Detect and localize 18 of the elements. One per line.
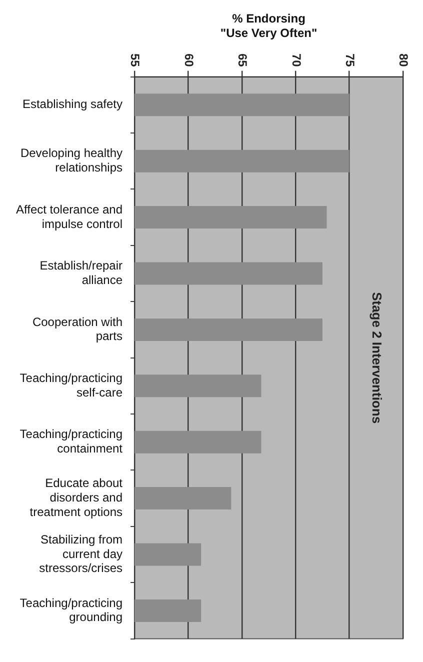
y-tick-label: Teaching/practicing self-care [20,371,123,400]
x-tick-label: 80 [396,53,411,68]
x-tick-label: 75 [342,53,357,68]
y-tick-label: Teaching/practicing containment [20,427,124,456]
y-tick-label: Cooperation with parts [32,314,123,344]
x-tick-label: 60 [182,53,196,68]
x-tick-label: 55 [128,53,142,68]
y-tick-label: Establish/repair alliance [40,258,123,288]
y-tick-label: Developing healthy relationships [20,146,123,175]
y-tick-label: Affect tolerance and impulse control [16,202,123,231]
y-tick-label: Establishing safety [22,97,123,112]
y-tick-label: Teaching/practicing grounding [20,596,123,624]
x-tick-label: 65 [236,53,250,68]
y-tick-label: Educate about disorders and treatment options [30,476,124,520]
annotation: Stage 2 Interventions [370,292,385,424]
x-tick-label: 70 [289,53,304,68]
y-tick-label: Stabilizing from current day stressors/crises [39,532,123,576]
x-axis-title: % Endorsing "Use Very Often" [220,12,318,40]
